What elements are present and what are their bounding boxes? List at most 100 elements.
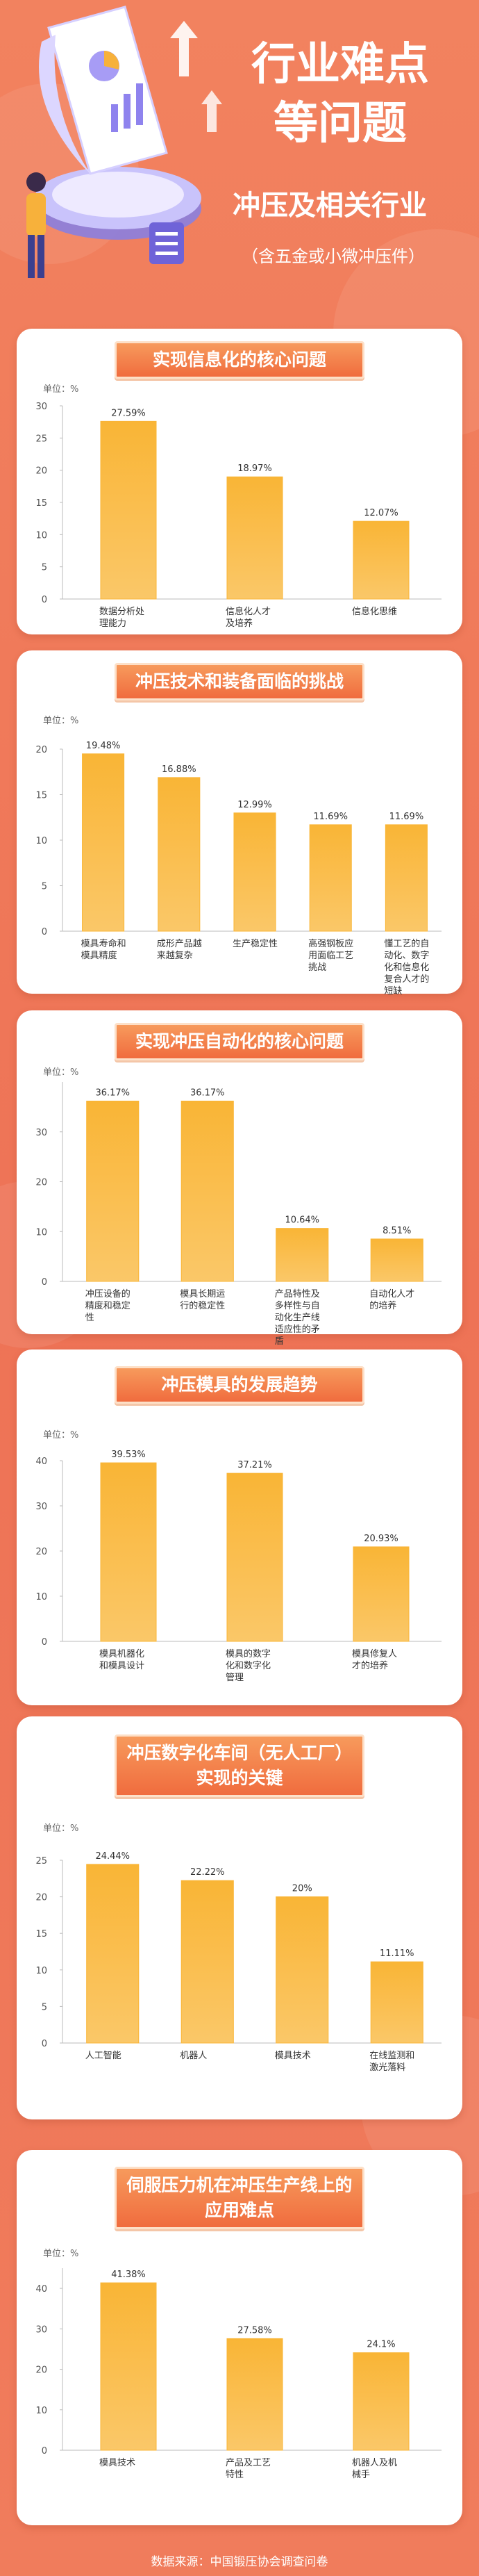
x-tick-label: 生产稳定性 (232, 939, 278, 949)
x-tick-label: 产品及工艺特性 (226, 2458, 271, 2480)
value-label: 41.38% (111, 2270, 146, 2280)
arrow-up (170, 21, 198, 76)
value-label: 20.93% (364, 1534, 398, 1544)
x-tick-label: 在线监测和激光落料 (369, 2051, 415, 2073)
value-label: 36.17% (190, 1088, 225, 1098)
chart: 0 5 10 15 20 25 30 27.59% 18.97% 12.07% (35, 402, 442, 605)
y-tick-label: 30 (35, 1128, 47, 1138)
value-label: 8.51% (383, 1226, 411, 1236)
paper-bar (124, 94, 131, 129)
chart-title: 冲压数字化车间（无人工厂）实现的关键 (115, 1734, 364, 1797)
chart-panel: 0 5 10 15 20 19.48% 16.88% 12.99% 11.69% 11.69% 冲压… (17, 650, 462, 996)
y-tick-label: 25 (35, 434, 47, 444)
y-tick-label: 0 (42, 1637, 47, 1648)
chart-panel: 0 5 10 15 20 25 24.44% 22.22% 20% 11.11% 冲压数字化车间（无… (17, 1716, 462, 2119)
x-tick-label: 数据分析处理能力 (99, 607, 145, 629)
y-tick-label: 0 (42, 2446, 47, 2456)
clipboard-line (156, 242, 178, 245)
x-tick-label: 模具修复人才的培养 (352, 1649, 398, 1671)
y-tick-label: 0 (42, 2039, 47, 2049)
bar (226, 476, 283, 600)
value-label: 16.88% (162, 764, 196, 775)
bar (370, 1238, 423, 1282)
bar (353, 1546, 410, 1642)
person-body (26, 193, 46, 236)
bar (100, 420, 157, 600)
bar (180, 1880, 234, 2044)
y-tick-label: 10 (35, 1966, 47, 1976)
value-label: 20% (292, 1884, 312, 1894)
x-tick-label: 模具长期运行的稳定性 (180, 1289, 226, 1311)
bar (158, 777, 201, 932)
bar (233, 812, 276, 932)
header-title: 行业难点 (251, 39, 429, 90)
clipboard-line (156, 232, 178, 236)
x-tick-label: 冲压设备的精度和稳定性 (85, 1289, 131, 1323)
x-tick-label: 模具机器化和模具设计 (99, 1649, 145, 1671)
x-tick-label: 模具技术 (99, 2458, 136, 2468)
y-tick-label: 20 (35, 745, 47, 755)
x-tick-label: 懂工艺的自动化、数字化和信息化复合人才的短缺 (384, 939, 430, 996)
y-tick-label: 15 (35, 791, 47, 801)
value-label: 22.22% (190, 1867, 225, 1878)
chart-title: 实现冲压自动化的核心问题 (115, 1023, 364, 1060)
bar (385, 824, 428, 932)
y-tick-label: 10 (35, 2406, 47, 2416)
bar (226, 1472, 283, 1642)
x-tick-label: 模具的数字化和数字化管理 (226, 1649, 271, 1683)
y-tick-label: 20 (35, 1893, 47, 1903)
unit-label: 单位：% (43, 2249, 79, 2259)
y-tick-label: 5 (42, 882, 47, 892)
arrow-up (201, 90, 222, 132)
value-label: 11.69% (389, 812, 424, 822)
bar (309, 824, 352, 932)
bar (353, 520, 410, 600)
value-label: 11.69% (313, 812, 348, 822)
footer: 数据来源：中国锻压协会调查问卷 (151, 2555, 328, 2569)
unit-label: 单位：% (43, 1823, 79, 1834)
x-tick-label: 模具技术 (274, 2051, 311, 2061)
chart-title: 实现信息化的核心问题 (115, 341, 364, 379)
x-tick-label: 人工智能 (85, 2051, 121, 2061)
y-tick-label: 40 (35, 1457, 47, 1467)
value-label: 36.17% (95, 1088, 130, 1098)
bar (100, 1462, 157, 1642)
y-tick-label: 0 (42, 927, 47, 937)
chart: 0 10 20 30 40 39.53% 37.21% 20.93% (35, 1450, 442, 1648)
header-subtitle: 冲压及相关行业 (233, 190, 427, 222)
header-illustration (26, 6, 222, 278)
bar (82, 753, 125, 932)
chart: 0 5 10 15 20 19.48% 16.88% 12.99% 11.69% 11.69% (35, 741, 442, 937)
bar (100, 2282, 157, 2451)
x-tick-label: 产品特性及多样性与自动化生产线适应性的矛盾 (274, 1289, 320, 1347)
unit-label: 单位：% (43, 384, 79, 395)
bar (86, 1100, 140, 1282)
bar (370, 1961, 423, 2044)
platform-inner (52, 172, 184, 218)
person-head (26, 172, 46, 192)
chart-title: 冲压技术和装备面临的挑战 (115, 663, 364, 700)
bar (276, 1228, 329, 1282)
y-tick-label: 40 (35, 2284, 47, 2295)
y-tick-label: 30 (35, 2324, 47, 2335)
value-label: 24.1% (367, 2340, 395, 2350)
clipboard-line (156, 252, 178, 255)
person-leg (37, 235, 44, 278)
y-tick-label: 20 (35, 1178, 47, 1188)
y-tick-label: 20 (35, 1547, 47, 1557)
chart-panel: 0 5 10 15 20 25 30 27.59% 18.97% 12.07% 实现信息化的核心问题… (17, 329, 462, 634)
value-label: 11.11% (380, 1949, 414, 1959)
x-tick-label: 信息化人才及培养 (226, 607, 271, 629)
x-tick-label: 成形产品越来越复杂 (156, 939, 202, 961)
y-tick-label: 15 (35, 1929, 47, 1939)
paper-bar (111, 104, 118, 132)
chart: 0 5 10 15 20 25 24.44% 22.22% 20% 11.11% (35, 1851, 442, 2049)
paper-curl (39, 35, 90, 174)
y-tick-label: 15 (35, 498, 47, 509)
chart-title: 伺服压力机在冲压生产线上的应用难点 (115, 2167, 364, 2229)
y-tick-label: 10 (35, 530, 47, 541)
y-tick-label: 5 (42, 563, 47, 573)
y-tick-label: 30 (35, 402, 47, 412)
y-tick-label: 10 (35, 1227, 47, 1238)
y-tick-label: 5 (42, 2002, 47, 2012)
